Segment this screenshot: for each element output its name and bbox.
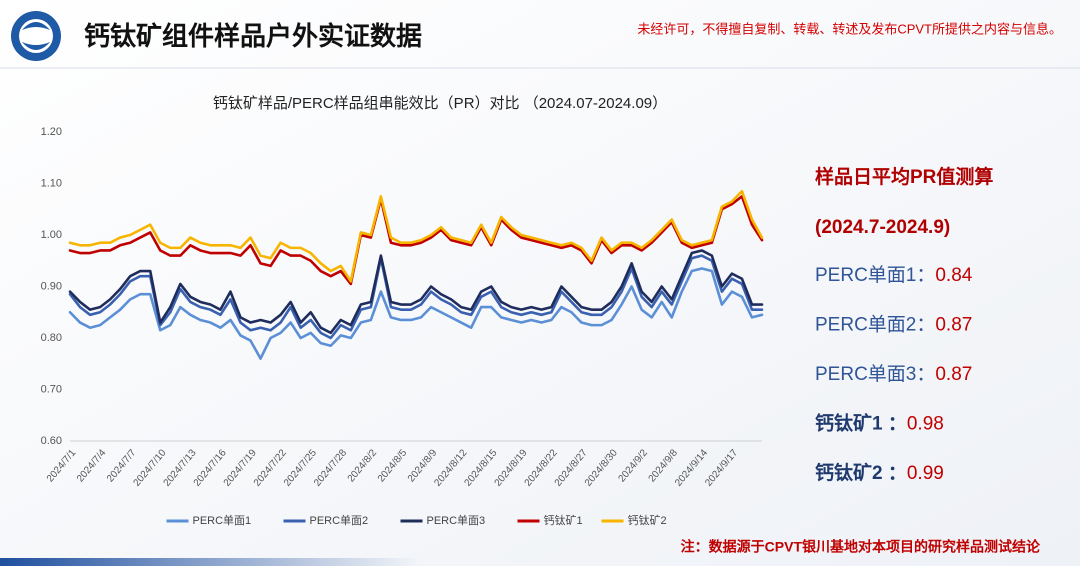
- item-value: 0.84: [935, 265, 972, 286]
- series-line: [68, 254, 764, 340]
- chart-title: 钙钛矿样品/PERC样品组串能效比（PR）对比 （2024.07-2024.09…: [213, 95, 667, 112]
- item-value: 0.87: [935, 364, 972, 385]
- series-line: [68, 267, 764, 360]
- item-value: 0.98: [907, 414, 944, 435]
- item-label: PERC单面1：: [815, 264, 935, 286]
- item-label: PERC单面2：: [815, 314, 935, 336]
- panel-item: PERC单面1：0.84: [815, 264, 973, 286]
- item-label: PERC单面3：: [815, 363, 935, 385]
- summary-panel: 样品日平均PR值测算(2024.7-2024.9)PERC单面1：0.84PER…: [815, 165, 993, 484]
- y-tick-label: 0.90: [41, 280, 62, 292]
- y-tick-label: 1.10: [41, 177, 62, 189]
- legend: PERC单面1 PERC单面2 PERC单面3 钙钛矿1 钙钛矿2: [166, 513, 667, 527]
- series-line: [68, 195, 764, 286]
- legend-label: PERC单面1: [193, 514, 252, 527]
- y-tick-label: 1.00: [41, 229, 62, 241]
- panel-period: (2024.7-2024.9): [815, 217, 950, 238]
- y-tick-label: 0.80: [41, 332, 62, 344]
- panel-item: PERC单面2：0.87: [815, 314, 972, 336]
- series-line: [68, 189, 764, 283]
- footer-band: [0, 558, 420, 566]
- item-value: 0.99: [907, 463, 944, 484]
- series-line: [68, 249, 764, 335]
- legend-label: PERC单面2: [310, 514, 369, 527]
- y-tick-label: 1.20: [41, 126, 62, 138]
- footer-note: 注：数据源于CPVT银川基地对本项目的研究样品测试结论: [681, 539, 1041, 555]
- item-value: 0.87: [935, 315, 972, 336]
- notice: 未经许可，不得擅自复制、转载、转述及发布CPVT所提供之内容与信息。: [637, 21, 1062, 36]
- item-label: 钙钛矿2 ：: [815, 461, 907, 484]
- y-tick-label: 0.70: [41, 383, 62, 395]
- logo: [11, 11, 61, 61]
- panel-heading: 样品日平均PR值测算: [815, 165, 993, 188]
- item-label: 钙钛矿1 ：: [815, 412, 907, 435]
- page-title: 钙钛矿组件样品户外实证数据: [84, 21, 422, 51]
- legend-label: PERC单面3: [427, 514, 486, 527]
- legend-label: 钙钛矿2: [628, 513, 667, 527]
- panel-item: 钙钛矿2 ：0.99: [815, 461, 944, 484]
- panel-item: 钙钛矿1 ：0.98: [815, 412, 944, 435]
- legend-label: 钙钛矿1: [544, 513, 583, 527]
- y-tick-label: 0.60: [41, 435, 62, 447]
- panel-item: PERC单面3：0.87: [815, 363, 972, 385]
